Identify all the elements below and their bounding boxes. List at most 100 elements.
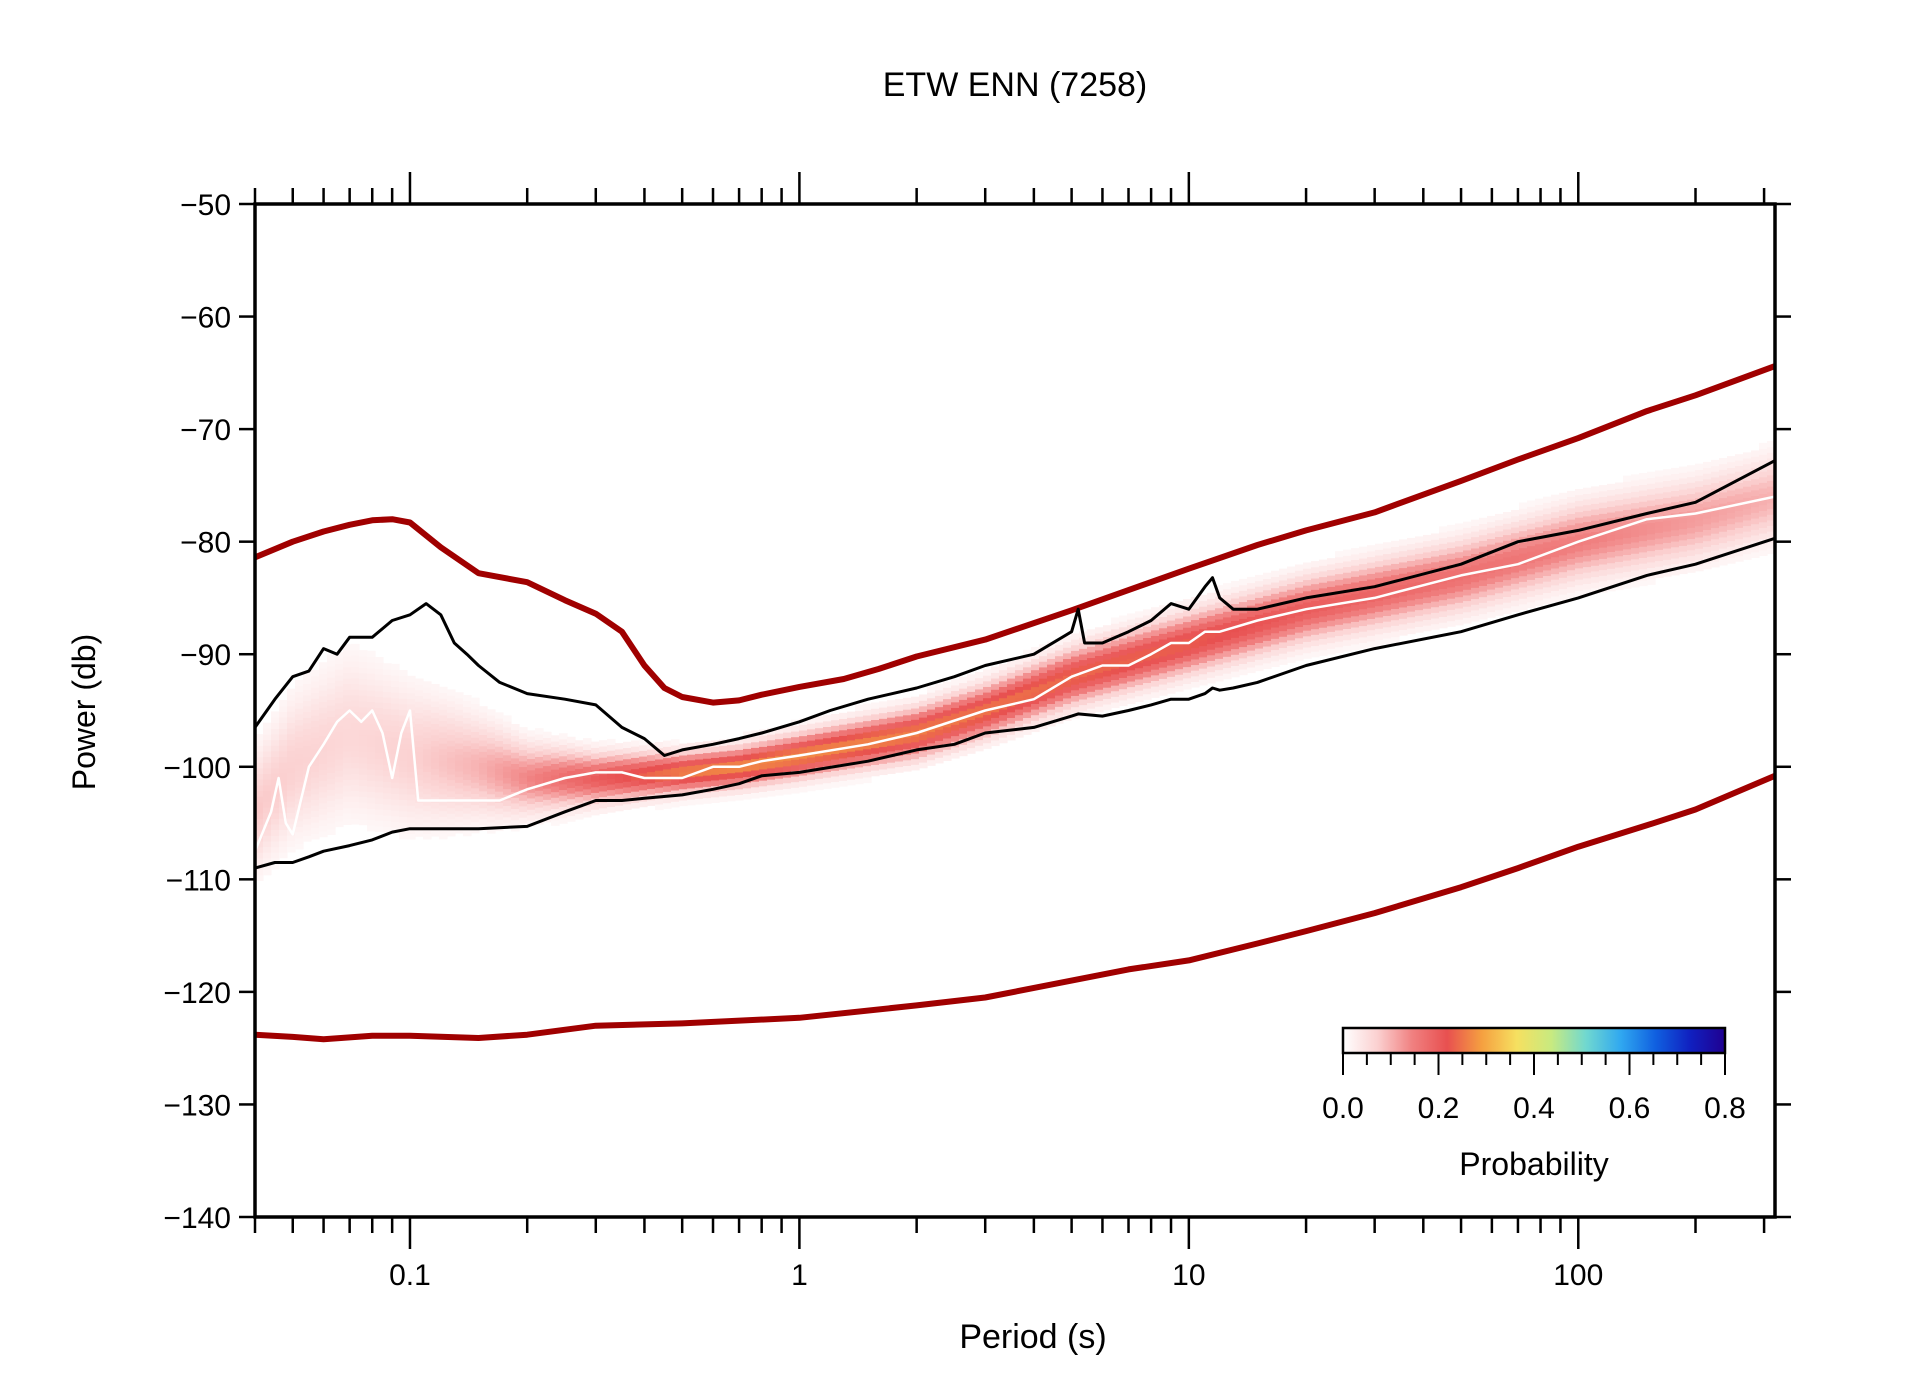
density-cell bbox=[1727, 551, 1736, 559]
density-cell bbox=[975, 694, 984, 701]
density-cell bbox=[415, 819, 424, 826]
density-cell bbox=[271, 728, 280, 735]
density-cell bbox=[1367, 556, 1376, 563]
density-cell bbox=[615, 793, 624, 801]
density-cell bbox=[1151, 629, 1160, 636]
density-cell bbox=[1343, 555, 1352, 562]
density-cell bbox=[783, 732, 792, 739]
density-cell bbox=[791, 759, 800, 766]
density-cell bbox=[639, 755, 648, 763]
density-cell bbox=[551, 785, 560, 793]
density-cell bbox=[1047, 658, 1056, 665]
density-cell bbox=[455, 754, 464, 761]
density-cell bbox=[1359, 636, 1368, 643]
density-cell bbox=[919, 762, 928, 769]
density-cell bbox=[647, 799, 656, 806]
density-cell bbox=[591, 775, 600, 782]
density-cell bbox=[783, 788, 792, 795]
density-cell bbox=[1327, 580, 1336, 587]
density-cell bbox=[863, 714, 872, 722]
density-cell bbox=[263, 807, 272, 814]
density-cell bbox=[751, 786, 760, 793]
density-cell bbox=[415, 830, 424, 837]
density-cell bbox=[279, 778, 288, 786]
density-cell bbox=[1167, 665, 1176, 672]
density-cell bbox=[1463, 594, 1472, 602]
density-cell bbox=[1127, 675, 1136, 682]
density-cell bbox=[375, 763, 384, 771]
density-cell bbox=[647, 782, 656, 789]
density-cell bbox=[439, 821, 448, 829]
density-cell bbox=[559, 817, 568, 824]
density-cell bbox=[327, 682, 336, 689]
density-cell bbox=[479, 813, 488, 820]
density-cell bbox=[1239, 629, 1248, 636]
density-cell bbox=[1767, 469, 1775, 476]
density-cell bbox=[415, 785, 424, 792]
density-cell bbox=[1463, 561, 1472, 568]
density-cell bbox=[551, 735, 560, 742]
density-cell bbox=[1175, 623, 1184, 630]
density-cell bbox=[1559, 594, 1568, 601]
density-cell bbox=[927, 686, 936, 693]
density-cell bbox=[1271, 621, 1280, 628]
density-cell bbox=[1703, 540, 1712, 547]
density-cell bbox=[1759, 465, 1768, 472]
density-cell bbox=[1575, 494, 1584, 501]
density-cell bbox=[1319, 649, 1328, 656]
density-cell bbox=[1575, 511, 1584, 518]
density-cell bbox=[271, 756, 280, 763]
density-cell bbox=[439, 737, 448, 744]
density-cell bbox=[1311, 639, 1320, 647]
density-cell bbox=[1599, 569, 1608, 576]
density-cell bbox=[1471, 525, 1480, 532]
density-cell bbox=[1271, 638, 1280, 645]
density-cell bbox=[495, 751, 504, 758]
density-cell bbox=[343, 711, 352, 719]
density-cell bbox=[375, 803, 384, 810]
density-cell bbox=[327, 749, 336, 757]
density-cell bbox=[1239, 618, 1248, 625]
density-cell bbox=[1311, 611, 1320, 618]
density-cell bbox=[575, 774, 584, 781]
density-cell bbox=[759, 735, 768, 742]
density-cell bbox=[607, 750, 616, 757]
density-cell bbox=[1223, 667, 1232, 674]
density-cell bbox=[727, 738, 736, 746]
density-cell bbox=[1111, 656, 1120, 664]
density-cell bbox=[1607, 562, 1616, 569]
density-cell bbox=[743, 759, 752, 766]
density-cell bbox=[1495, 592, 1504, 599]
density-cell bbox=[495, 791, 504, 798]
density-cell bbox=[847, 734, 856, 741]
density-cell bbox=[1647, 578, 1656, 585]
density-cell bbox=[1335, 579, 1344, 586]
density-cell bbox=[1119, 654, 1128, 662]
density-cell bbox=[303, 762, 312, 769]
density-cell bbox=[1263, 651, 1272, 658]
density-cell bbox=[839, 752, 848, 759]
density-cell bbox=[1423, 546, 1432, 553]
density-cell bbox=[1351, 610, 1360, 617]
density-cell bbox=[255, 869, 264, 876]
density-cell bbox=[263, 784, 272, 791]
density-cell bbox=[1479, 540, 1488, 547]
density-cell bbox=[295, 837, 304, 844]
density-cell bbox=[711, 796, 720, 803]
density-cell bbox=[559, 772, 568, 779]
density-cell bbox=[1279, 658, 1288, 665]
density-cell bbox=[503, 782, 512, 790]
density-cell bbox=[551, 814, 560, 821]
density-cell bbox=[1167, 681, 1176, 689]
density-cell bbox=[551, 808, 560, 815]
density-cell bbox=[991, 734, 1000, 741]
density-cell bbox=[983, 714, 992, 721]
density-cell bbox=[303, 734, 312, 741]
density-cell bbox=[559, 744, 568, 751]
density-cell bbox=[1343, 577, 1352, 584]
density-cell bbox=[1479, 523, 1488, 530]
density-cell bbox=[1175, 612, 1184, 619]
density-cell bbox=[1767, 446, 1775, 453]
density-cell bbox=[767, 739, 776, 746]
density-cell bbox=[1727, 461, 1736, 468]
